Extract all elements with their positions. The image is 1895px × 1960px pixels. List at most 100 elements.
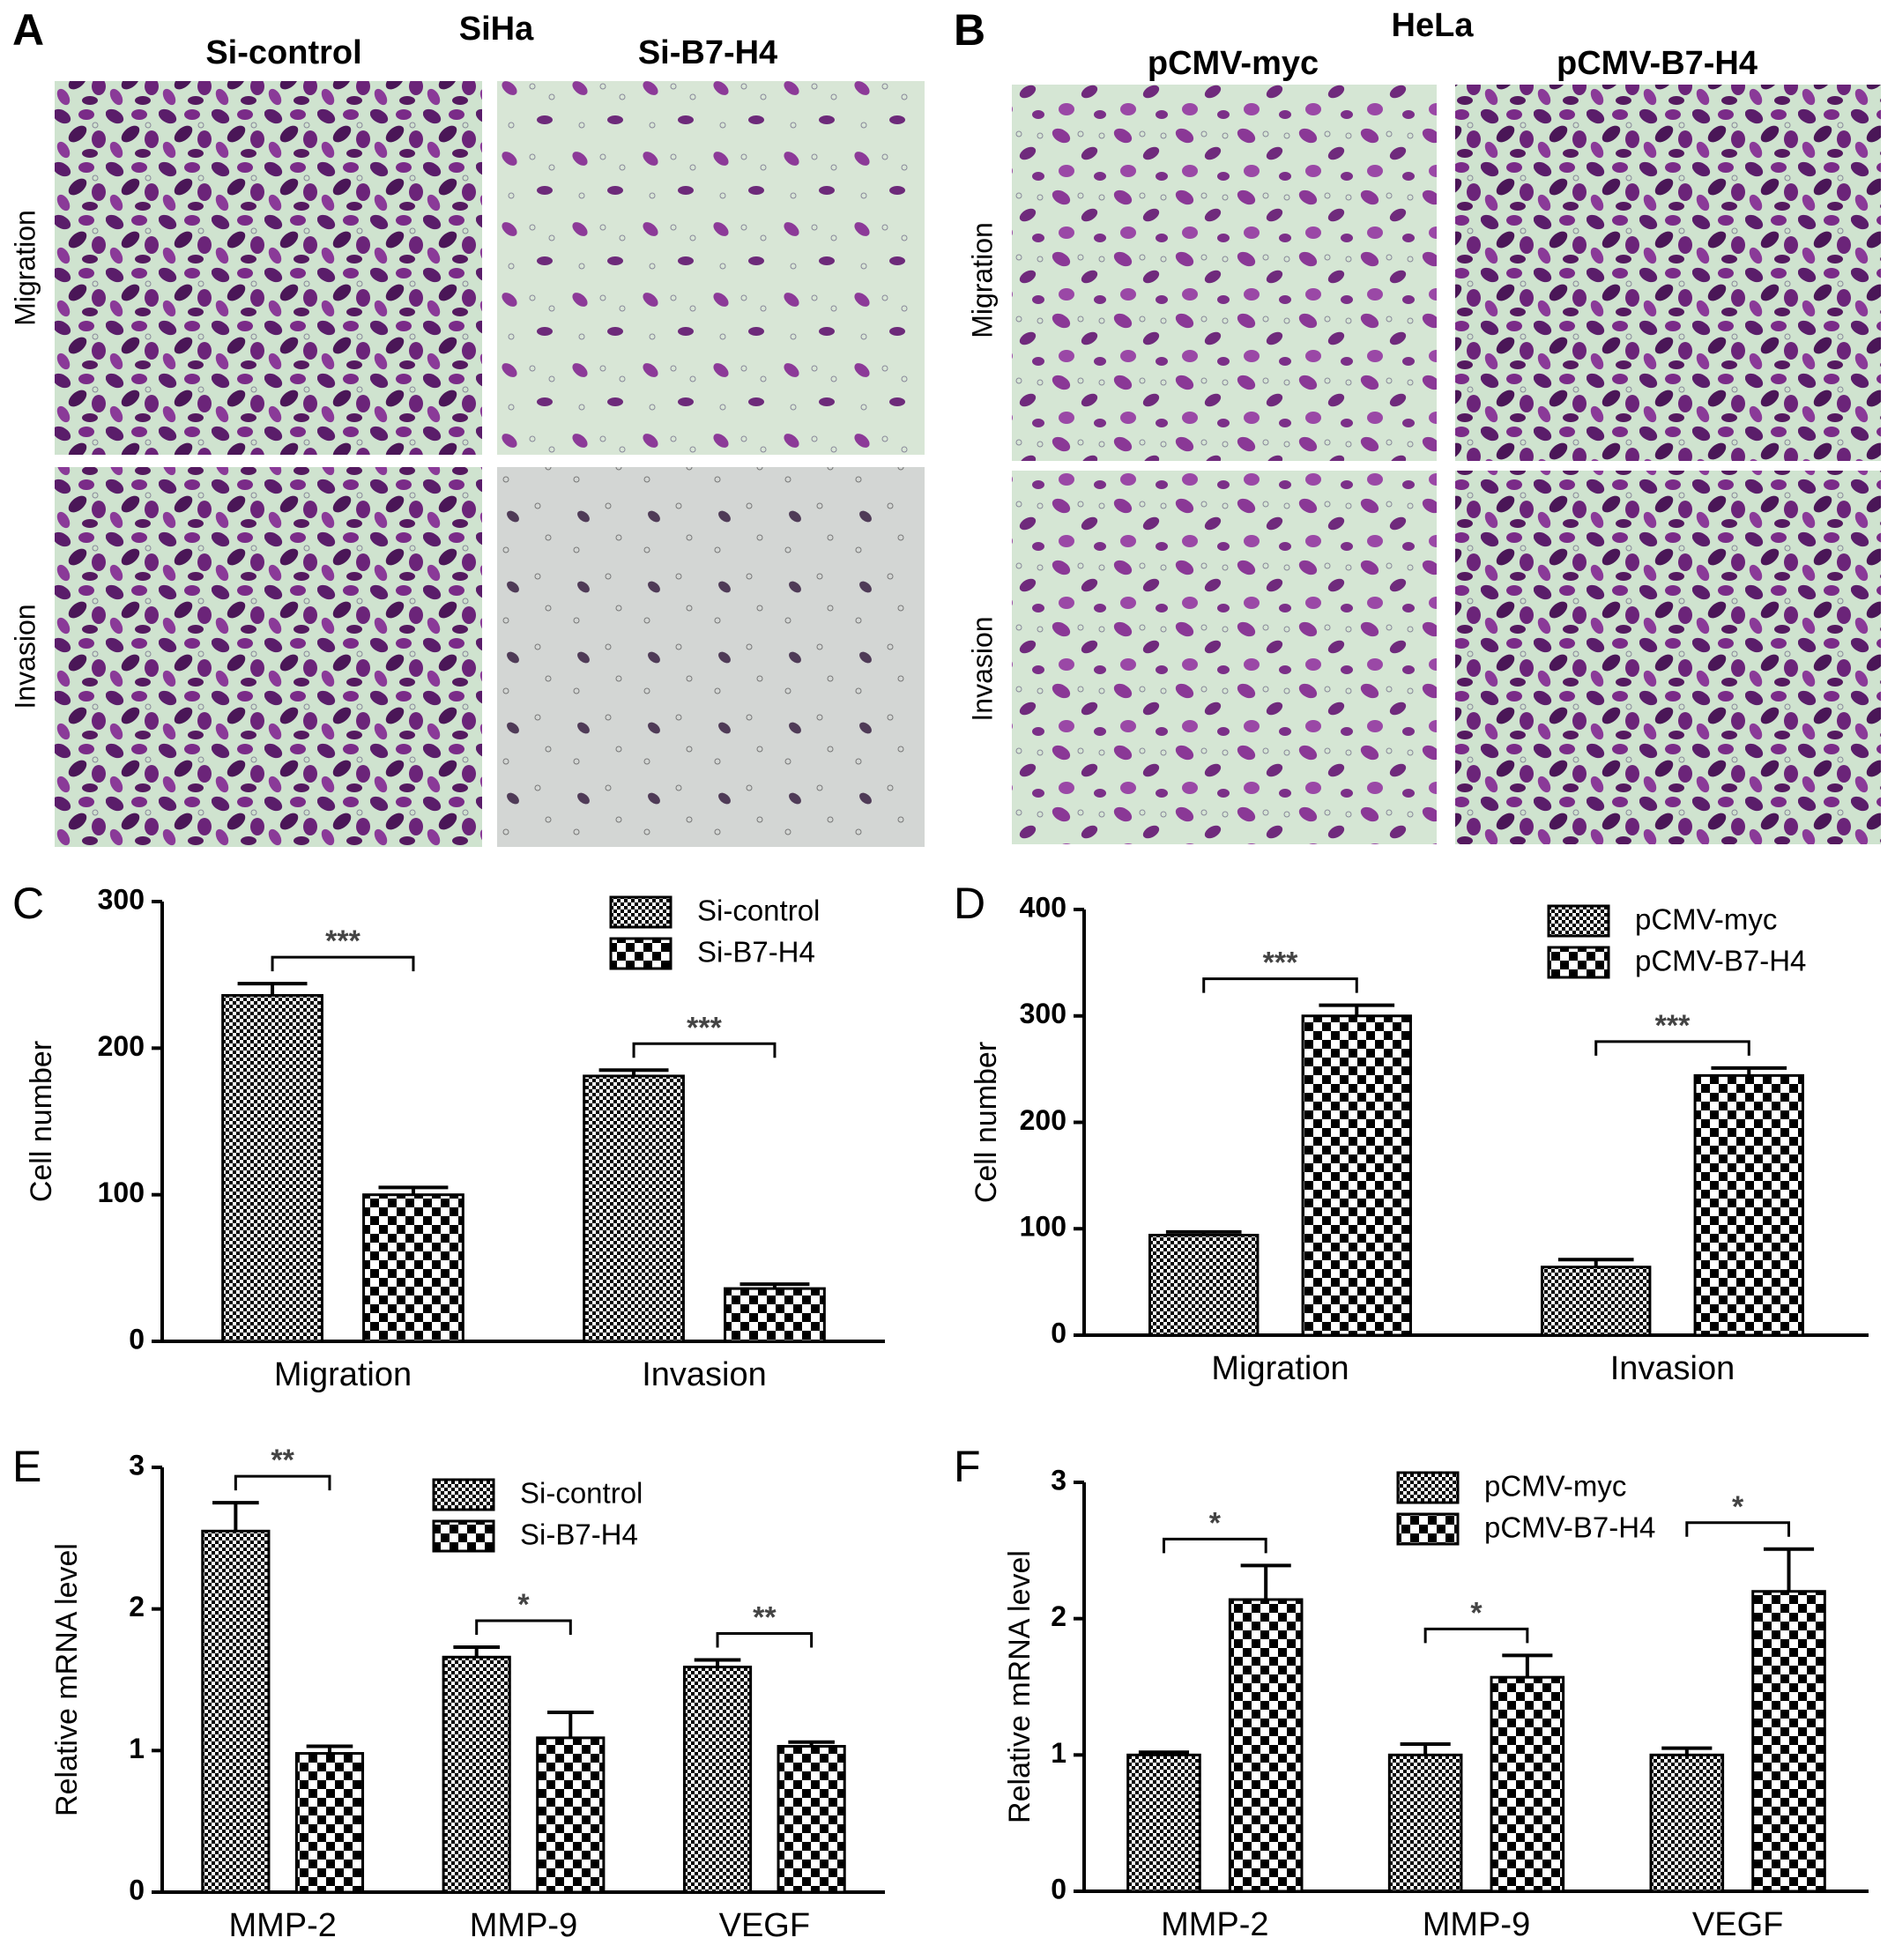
y-tick-label: 200 bbox=[1020, 1104, 1066, 1136]
cell-line: HeLa bbox=[1392, 7, 1475, 44]
y-axis-label: Cell number bbox=[25, 1041, 58, 1202]
bar bbox=[221, 993, 323, 1343]
error-bar bbox=[694, 1658, 741, 1667]
y-axis-label: Cell number bbox=[970, 1042, 1003, 1203]
error-bar bbox=[788, 1740, 835, 1747]
micrograph bbox=[1012, 471, 1437, 844]
error-bar bbox=[453, 1645, 501, 1658]
significance-label: * bbox=[1732, 1490, 1744, 1524]
significance-bracket bbox=[716, 1632, 814, 1648]
bar bbox=[1751, 1590, 1826, 1893]
significance-bracket bbox=[632, 1042, 777, 1058]
legend-label: Si-B7-H4 bbox=[697, 936, 815, 969]
error-bar bbox=[1240, 1563, 1291, 1600]
legend-swatch bbox=[432, 1478, 495, 1511]
bar bbox=[294, 1752, 365, 1894]
column-label: pCMV-B7-H4 bbox=[1557, 45, 1758, 82]
y-tick-label: 300 bbox=[1020, 998, 1066, 1029]
bar bbox=[1541, 1266, 1652, 1337]
panel-letter: B bbox=[954, 5, 985, 55]
bar bbox=[1228, 1598, 1304, 1893]
y-tick-label: 0 bbox=[129, 1323, 145, 1355]
error-bar bbox=[212, 1501, 259, 1532]
x-tick-label: MMP-9 bbox=[470, 1907, 577, 1944]
bar bbox=[583, 1074, 685, 1343]
bar bbox=[724, 1287, 826, 1343]
y-tick-label: 2 bbox=[1051, 1600, 1066, 1632]
bar bbox=[1301, 1014, 1412, 1337]
significance-label: * bbox=[1209, 1506, 1222, 1540]
error-bar bbox=[739, 1282, 810, 1289]
y-tick-label: 0 bbox=[1051, 1317, 1066, 1348]
row-label: Invasion bbox=[966, 616, 998, 721]
bar bbox=[1387, 1753, 1463, 1893]
significance-label: ** bbox=[753, 1600, 777, 1634]
y-tick-label: 1 bbox=[1051, 1737, 1066, 1769]
error-bar bbox=[1165, 1229, 1242, 1236]
y-tick-label: 0 bbox=[129, 1874, 145, 1905]
row-label: Migration bbox=[9, 210, 41, 326]
cell-line: SiHa bbox=[459, 11, 534, 48]
legend-swatch bbox=[1396, 1471, 1460, 1504]
legend-label: Si-control bbox=[520, 1477, 643, 1510]
legend-label: pCMV-myc bbox=[1484, 1470, 1626, 1503]
x-tick-label: Migration bbox=[1211, 1350, 1349, 1387]
significance-bracket bbox=[1423, 1627, 1529, 1644]
row-label: Migration bbox=[966, 222, 998, 338]
y-tick-label: 2 bbox=[129, 1591, 145, 1622]
error-bar bbox=[1557, 1258, 1634, 1267]
row-label: Invasion bbox=[9, 604, 41, 709]
bar bbox=[682, 1666, 753, 1894]
significance-label: *** bbox=[1263, 947, 1298, 980]
error-bar bbox=[237, 982, 308, 996]
micrograph bbox=[1012, 85, 1437, 461]
legend-label: pCMV-B7-H4 bbox=[1635, 945, 1806, 977]
legend-label: pCMV-B7-H4 bbox=[1484, 1511, 1655, 1544]
error-bar bbox=[1138, 1750, 1190, 1756]
significance-label: *** bbox=[687, 1011, 722, 1044]
significance-label: *** bbox=[325, 924, 360, 958]
legend-label: Si-B7-H4 bbox=[520, 1518, 638, 1551]
column-label: Si-control bbox=[205, 34, 361, 71]
panel-letter: A bbox=[12, 5, 44, 55]
legend-label: Si-control bbox=[697, 895, 820, 927]
significance-bracket bbox=[1162, 1537, 1267, 1554]
bar bbox=[442, 1655, 511, 1894]
y-axis-label: Relative mRNA level bbox=[50, 1543, 84, 1816]
panel-letter: F bbox=[954, 1442, 981, 1491]
micrograph bbox=[1455, 471, 1881, 844]
legend-swatch bbox=[1547, 946, 1610, 979]
legend-label: pCMV-myc bbox=[1635, 903, 1777, 936]
x-tick-label: Migration bbox=[274, 1356, 412, 1393]
x-tick-label: MMP-2 bbox=[1161, 1906, 1268, 1943]
y-tick-label: 100 bbox=[1020, 1211, 1066, 1243]
y-tick-label: 3 bbox=[129, 1449, 145, 1481]
micrograph bbox=[55, 467, 482, 847]
y-tick-label: 3 bbox=[1051, 1464, 1066, 1496]
x-tick-label: VEGF bbox=[719, 1907, 810, 1944]
significance-bracket bbox=[234, 1474, 331, 1491]
x-tick-label: MMP-2 bbox=[228, 1907, 336, 1944]
legend-swatch bbox=[1547, 904, 1610, 938]
bar bbox=[1693, 1073, 1804, 1337]
error-bar bbox=[598, 1068, 669, 1076]
y-axis-label: Relative mRNA level bbox=[1003, 1550, 1037, 1823]
bar bbox=[1126, 1753, 1201, 1893]
micrograph bbox=[497, 81, 925, 455]
column-label: Si-B7-H4 bbox=[638, 34, 777, 71]
significance-label: *** bbox=[1655, 1009, 1691, 1043]
y-tick-label: 100 bbox=[98, 1177, 145, 1208]
bar bbox=[1148, 1233, 1260, 1337]
micrograph bbox=[497, 467, 925, 847]
error-bar bbox=[1319, 1003, 1395, 1016]
micrograph bbox=[1455, 85, 1881, 461]
y-tick-label: 300 bbox=[98, 883, 145, 915]
error-bar bbox=[378, 1185, 449, 1195]
significance-bracket bbox=[1202, 977, 1358, 993]
error-bar bbox=[1711, 1065, 1787, 1076]
y-tick-label: 0 bbox=[1051, 1873, 1066, 1904]
panel-letter: D bbox=[954, 879, 985, 928]
micrograph bbox=[55, 81, 482, 455]
bar bbox=[201, 1529, 271, 1894]
